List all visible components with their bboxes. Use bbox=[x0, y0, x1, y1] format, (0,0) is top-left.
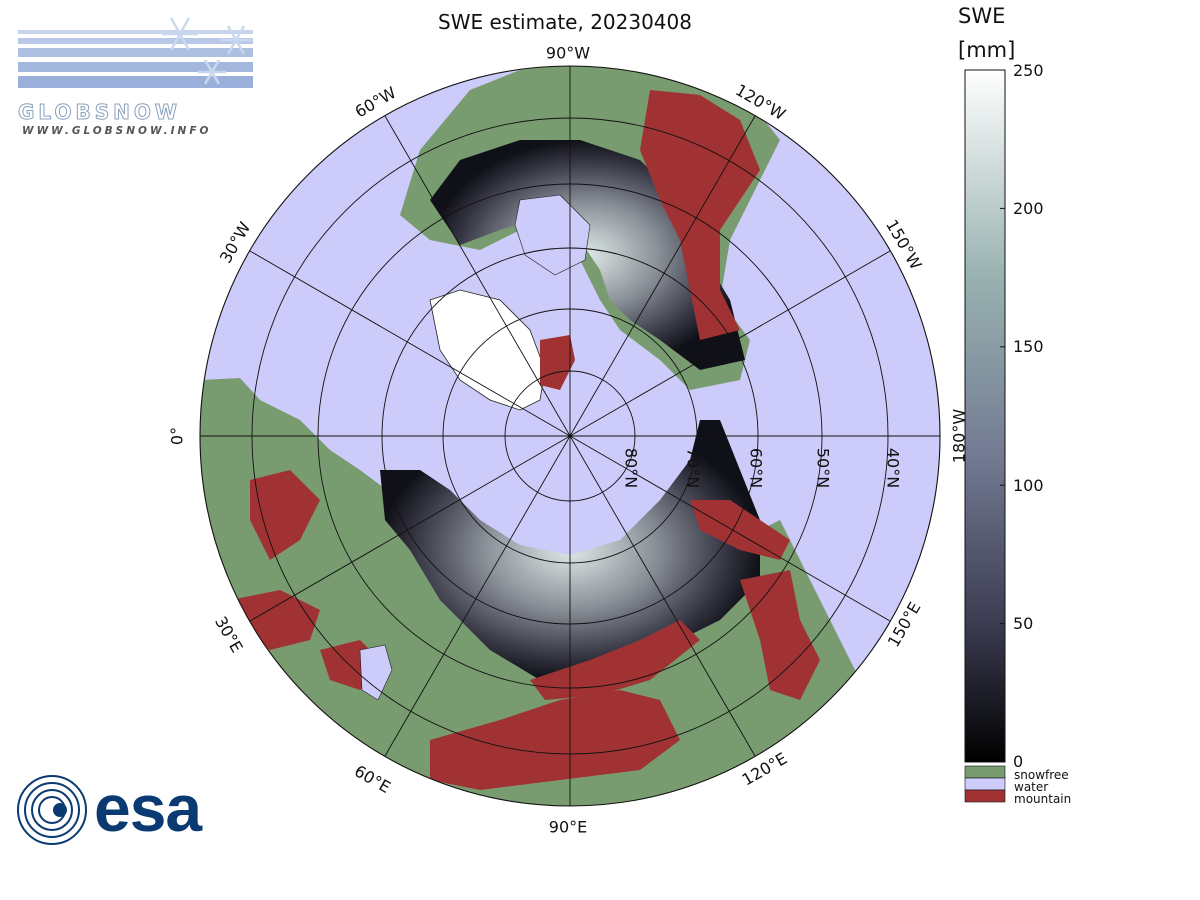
longitude-label: 0° bbox=[168, 427, 187, 445]
mountain-ellesmere bbox=[540, 335, 575, 390]
longitude-label: 60°E bbox=[351, 761, 394, 797]
mountain-central-asia bbox=[430, 690, 680, 790]
colorbar-tick-label: 150 bbox=[1013, 337, 1044, 356]
colorbar-tick-label: 100 bbox=[1013, 476, 1044, 495]
legend-swatch-snowfree bbox=[964, 765, 1006, 779]
globsnow-logo bbox=[18, 30, 253, 88]
mountain-alaska bbox=[690, 500, 790, 560]
colorbar-tick-label: 50 bbox=[1013, 614, 1034, 633]
map-title: SWE estimate, 20230408 bbox=[438, 10, 692, 34]
mountain-rockies bbox=[640, 90, 760, 340]
longitude-label: 90°E bbox=[549, 818, 587, 837]
latitude-label: 80°N bbox=[622, 448, 641, 488]
graticule bbox=[199, 65, 941, 807]
latitude-label: 70°N bbox=[684, 448, 703, 488]
mountain-scandinavia bbox=[250, 470, 320, 560]
colorbar-tick-label: 250 bbox=[1013, 61, 1044, 80]
longitude-label: 30°E bbox=[211, 613, 247, 656]
globsnow-url: WWW.GLOBSNOW.INFO bbox=[22, 125, 212, 137]
colorbar-gradient bbox=[964, 69, 1006, 763]
mountain-far-east bbox=[740, 570, 820, 700]
esa-logo-text: esa bbox=[94, 771, 202, 845]
globsnow-name: GLOBSNOW bbox=[18, 100, 181, 125]
latitude-label: 40°N bbox=[884, 448, 903, 488]
esa-swirl-icon bbox=[17, 775, 87, 845]
colorbar-title: SWE bbox=[958, 4, 1006, 28]
colorbar-categories bbox=[964, 765, 1006, 803]
latitude-label: 50°N bbox=[814, 448, 833, 488]
legend-swatch-mountain bbox=[964, 789, 1006, 803]
colorbar-unit: [mm] bbox=[958, 38, 1016, 62]
caspian-sea bbox=[359, 644, 393, 701]
colorbar-tick-label: 0 bbox=[1013, 752, 1024, 771]
snowflake-icon bbox=[162, 17, 252, 85]
longitude-label: 90°W bbox=[546, 44, 590, 63]
swe-eurasia bbox=[380, 420, 760, 680]
greenland bbox=[429, 289, 546, 411]
colorbar-tick-label: 200 bbox=[1013, 199, 1044, 218]
latitude-label: 60°N bbox=[747, 448, 766, 488]
legend-snowfree-label: snowfree bbox=[1014, 768, 1069, 782]
colorbar-tick-marks bbox=[1000, 69, 1005, 763]
legend-swatch-water bbox=[964, 777, 1006, 791]
mountain-siberia bbox=[530, 620, 700, 700]
latitude-labels: 80°N 70°N 60°N 50°N 40°N bbox=[622, 448, 903, 488]
longitude-label: 180°W bbox=[950, 409, 969, 464]
legend-mountain-label: mountain bbox=[1014, 792, 1072, 806]
legend-water-label: water bbox=[1014, 780, 1049, 794]
